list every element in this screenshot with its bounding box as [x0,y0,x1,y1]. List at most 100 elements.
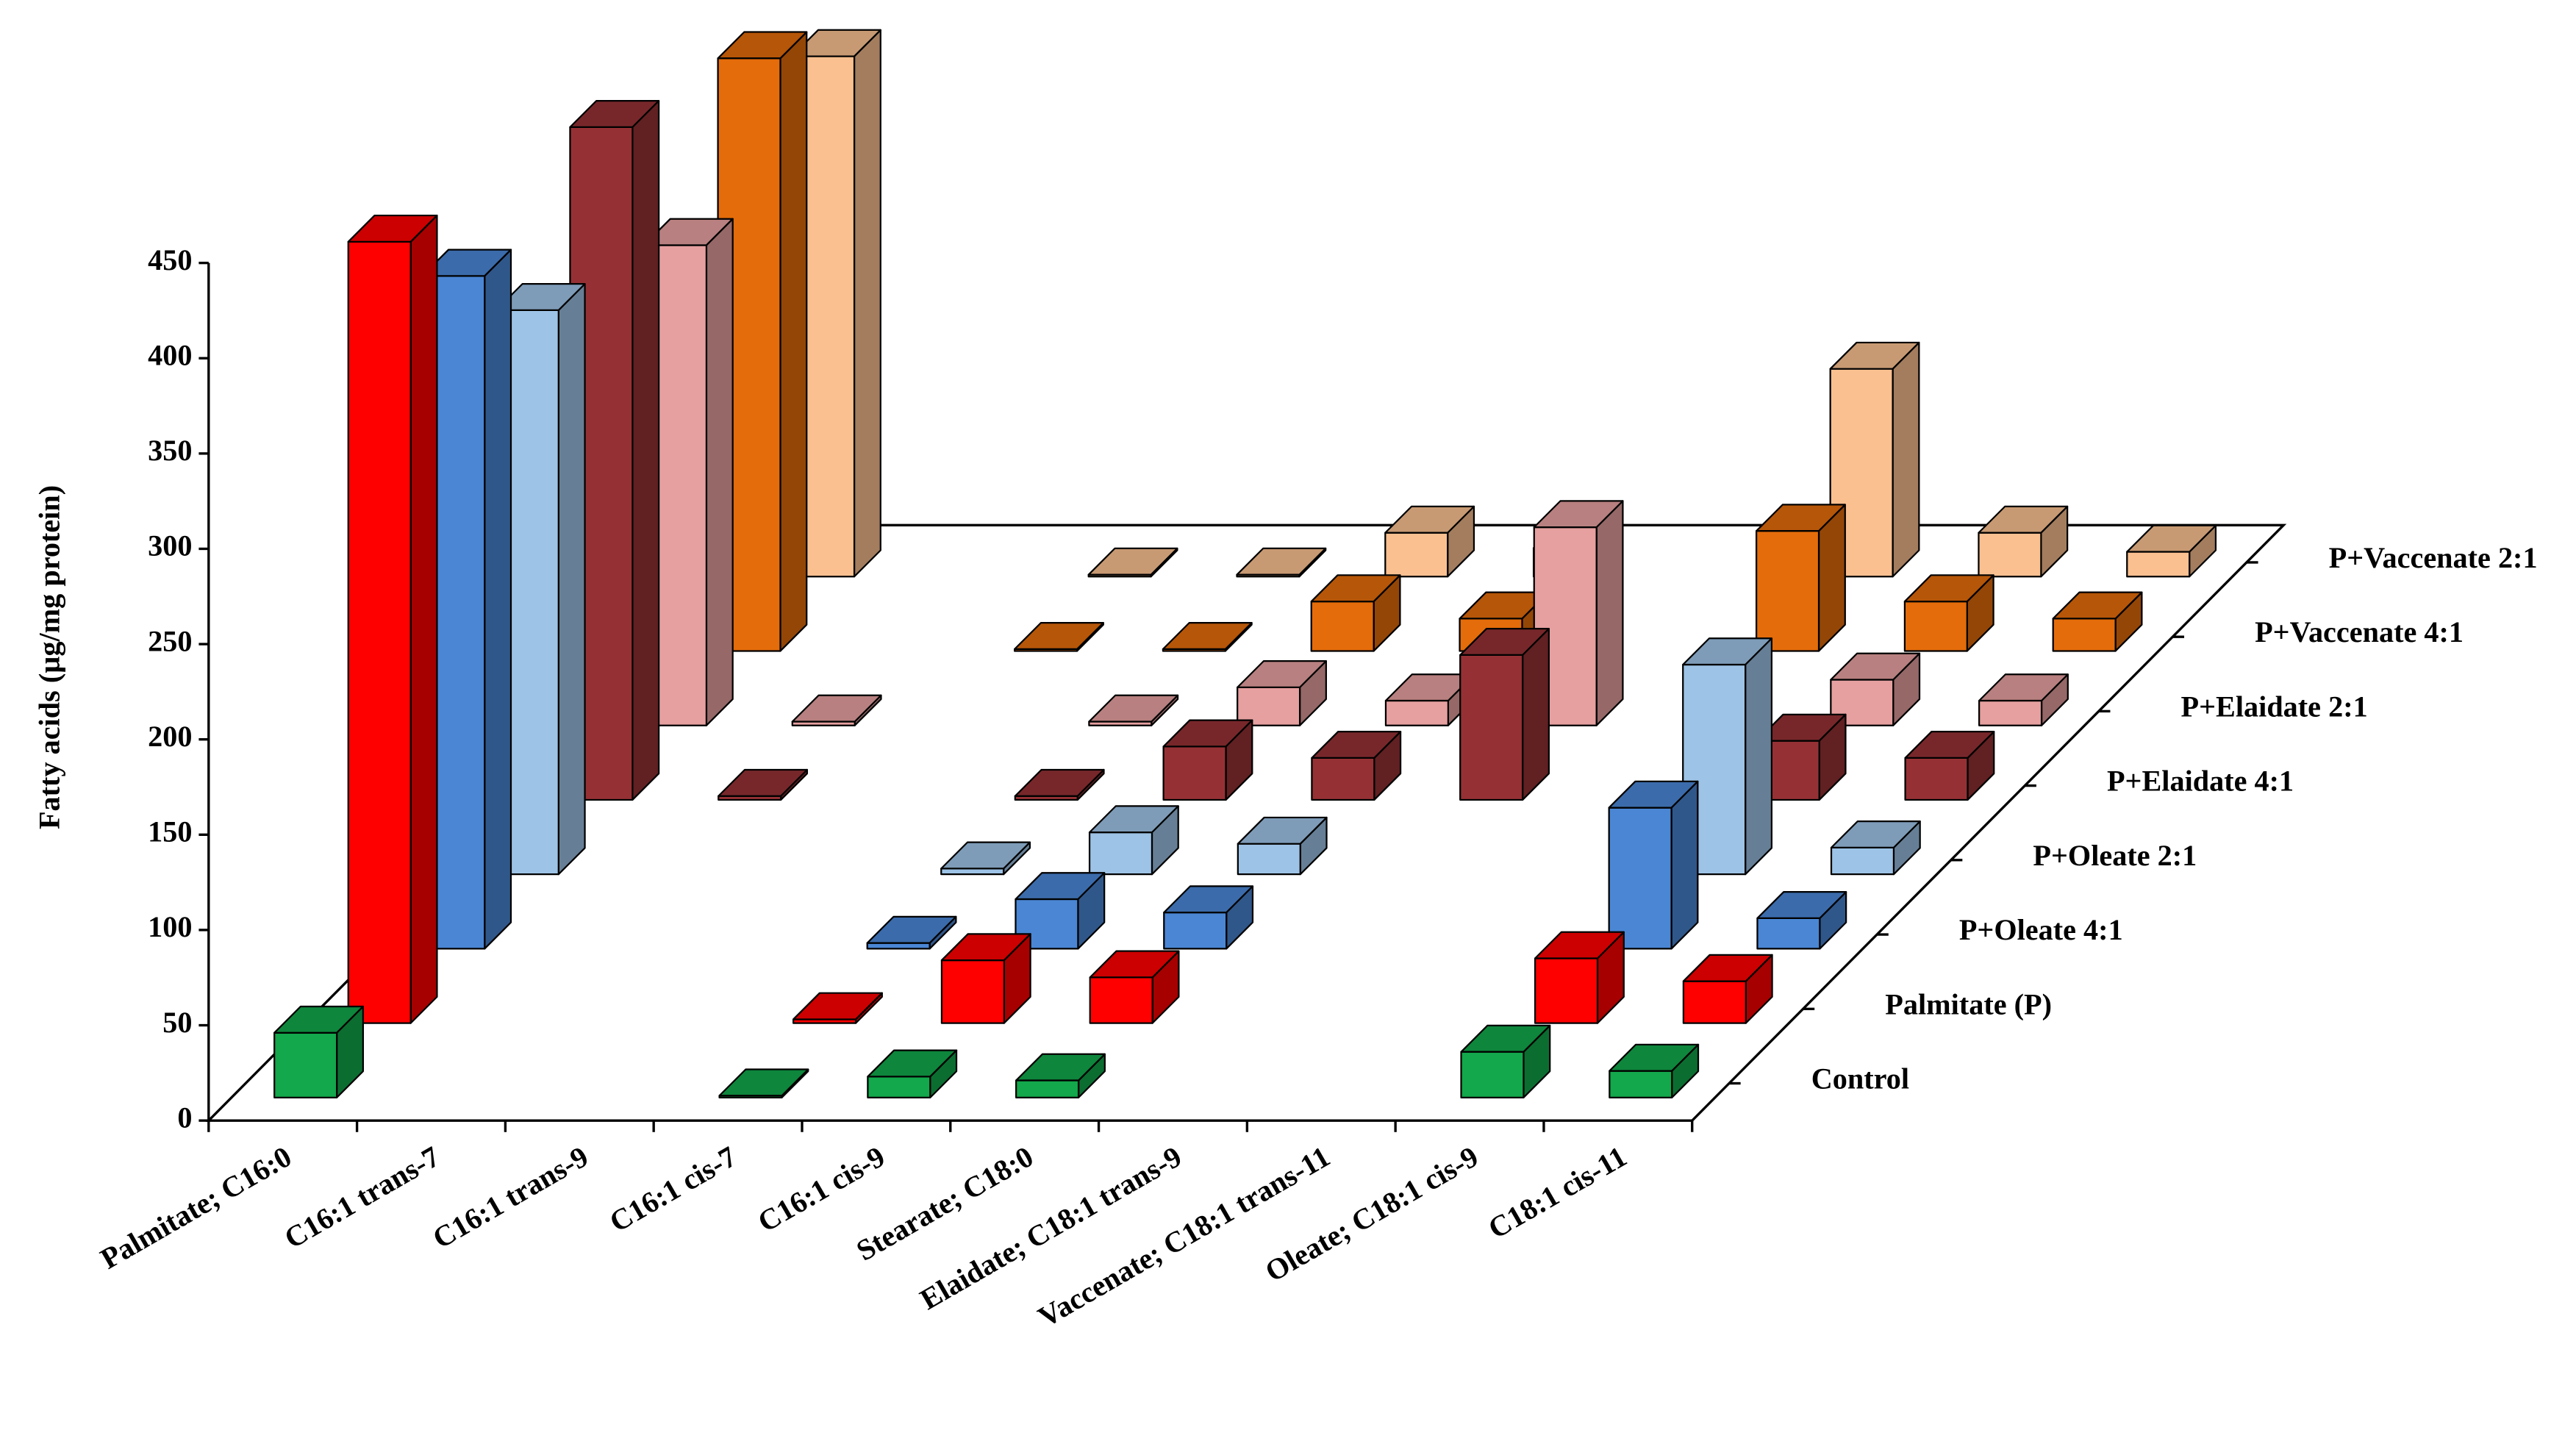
bar [1089,950,1180,1024]
y-tick-label: 400 [148,338,192,371]
bar-top [2052,591,2143,620]
x-tick-label: Palmitate; C16:0 [95,1140,297,1276]
bar-top [1088,805,1179,834]
bar [1310,574,1401,652]
bar-front [1460,1051,1525,1098]
bar-top [791,694,882,723]
bar-top [1014,622,1104,650]
bar-top [1829,341,1920,370]
bar-front [1015,1079,1080,1098]
bar-side [853,29,881,578]
bar [1163,885,1254,950]
bar-top [1384,505,1475,534]
bar [1014,768,1105,801]
bar-side [1745,637,1773,876]
bar-side [1892,341,1920,578]
bar [1830,820,1921,876]
bar-front [2052,618,2117,652]
bar-top [718,768,809,797]
bar [1162,719,1253,801]
bar-front [1384,532,1449,578]
bar [1609,1043,1700,1098]
bar-top [1162,622,1253,650]
series-label: Palmitate (P) [1885,987,2052,1020]
bar [940,841,1031,876]
bar-top [1608,780,1699,809]
bar-top [1756,891,1847,920]
bar-front [273,1031,338,1098]
bar [1978,505,2069,578]
bar-front [1978,699,2043,726]
y-tick-label: 450 [148,243,192,276]
bar-top [866,915,957,944]
bar [867,1049,958,1098]
bar [1460,1024,1551,1098]
bar [1384,505,1475,578]
bar-front [1162,745,1227,801]
bar-front [1384,699,1449,726]
bar-top [940,933,1031,962]
bar-side [1521,628,1550,801]
y-tick-label: 350 [148,434,192,467]
x-tick-label: Elaidate; C18:1 trans-9 [915,1140,1187,1316]
bar [791,694,882,726]
bar-top [495,282,586,311]
bar-front [1237,686,1301,726]
bar-front [940,868,1005,876]
bar-top [1087,547,1178,576]
bar-front [1755,530,1820,652]
bar-front [866,942,931,950]
bar [866,915,957,950]
bar [1755,504,1846,652]
series-label: P+Vaccenate 2:1 [2329,541,2538,574]
bar-top [1089,950,1180,979]
bar-top [1978,673,2069,702]
y-tick-label: 50 [162,1006,192,1039]
bar-top [569,100,660,128]
bar [793,992,883,1024]
bar-top [718,1068,809,1097]
bar [940,933,1031,1024]
bar-front [1088,832,1153,876]
bar [1088,694,1179,726]
bar [1087,547,1178,578]
x-tick-label: C18:1 cis-11 [1483,1140,1632,1245]
bar-side [409,214,438,1024]
bar-top [1014,768,1105,797]
bar-top [1755,504,1846,532]
bar [1014,622,1104,652]
bar [1459,628,1550,801]
bar-front [1903,600,1968,652]
bar-top [347,214,438,243]
bar [718,1068,809,1098]
bar-side [557,282,586,876]
bar-top [1459,628,1550,657]
bar [1978,673,2069,726]
bar-front [1830,846,1895,876]
bar-top [1163,885,1254,914]
bar-top [1015,1053,1106,1081]
bar-front [1682,980,1747,1024]
bar-front [347,240,412,1024]
bar-front [1608,807,1672,950]
y-tick-label: 250 [148,624,192,657]
bar [1015,872,1106,950]
bar-top [1682,637,1773,666]
series-label: P+Vaccenate 4:1 [2255,615,2464,648]
bar-top [1830,820,1921,848]
x-tick-label: C16:1 trans-7 [279,1140,446,1255]
bar-top [273,1005,364,1034]
bar [1237,659,1327,726]
bar [1533,500,1624,726]
bar-front [1311,757,1375,801]
bar-side [1595,500,1624,726]
bar-top [867,1049,958,1078]
bar-top [1756,713,1847,742]
y-axis-title: Fatty acids (µg/mg protein) [33,485,66,829]
bar [1162,622,1253,652]
bar-top [421,248,512,277]
y-tick-label: 300 [148,529,192,562]
bar [1829,341,1920,578]
bar-top [1237,659,1327,688]
